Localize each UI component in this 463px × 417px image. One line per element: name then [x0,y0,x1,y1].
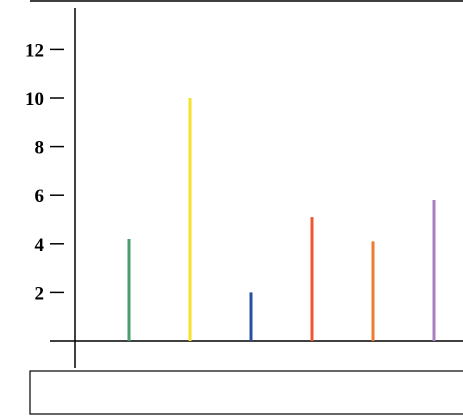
y-tick-label: 8 [35,138,45,159]
y-tick-label: 10 [25,89,44,110]
y-tick-label: 4 [35,235,45,256]
y-tick-label: 12 [25,40,44,61]
y-tick-label: 6 [35,186,45,207]
y-ticks: 2 4 6 8 10 12 [25,40,64,304]
bars [127,98,436,341]
legend-box [29,370,463,415]
y-tick-label: 2 [35,283,45,304]
